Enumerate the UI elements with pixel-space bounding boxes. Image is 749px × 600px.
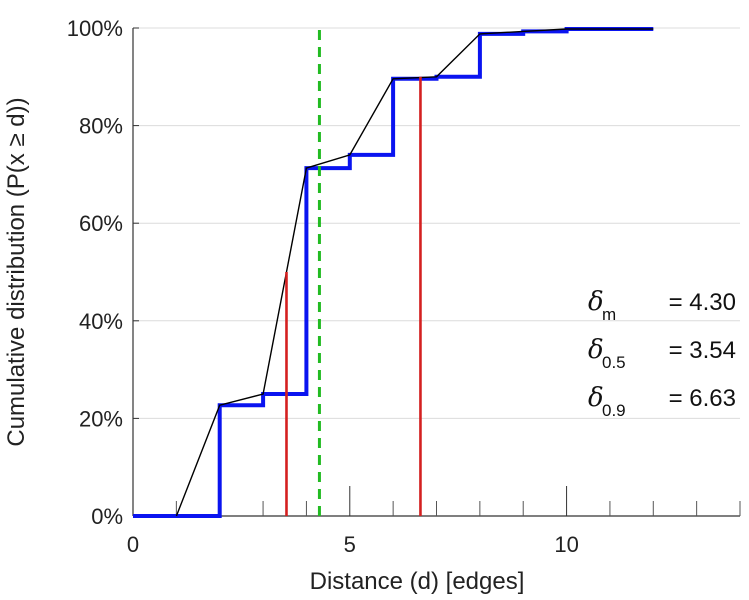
series-interpolated bbox=[175, 28, 654, 517]
markers bbox=[285, 28, 422, 516]
annotation-value-1: = 3.54 bbox=[669, 337, 736, 364]
y-tick-label-4: 80% bbox=[79, 114, 123, 139]
tick-labels: 0 5 100%20%40%60%80%100% bbox=[67, 16, 579, 557]
annotation-subscript-0: m bbox=[602, 305, 616, 324]
y-axis-title: Cumulative distribution (P(x ≥ d)) bbox=[3, 97, 30, 446]
annotation-subscript-2: 0.9 bbox=[602, 401, 626, 420]
y-tick-label-1: 20% bbox=[79, 406, 123, 431]
annotation-symbol-0: δ bbox=[588, 287, 604, 317]
annotation-value-0: = 4.30 bbox=[669, 289, 736, 316]
grid-lines bbox=[133, 27, 740, 419]
y-tick-label-0: 0% bbox=[91, 504, 123, 529]
x-tick-label-0: 0 bbox=[127, 532, 139, 557]
x-axis-title: Distance (d) [edges] bbox=[310, 568, 525, 595]
annotation-symbol-1: δ bbox=[588, 335, 604, 365]
x-tick-label-2: 10 bbox=[554, 532, 578, 557]
x-tick-label-1: 5 bbox=[344, 532, 356, 557]
annotation-subscript-1: 0.5 bbox=[602, 353, 626, 372]
series-step bbox=[133, 27, 654, 518]
annotation-value-2: = 6.63 bbox=[669, 385, 736, 412]
y-tick-label-2: 40% bbox=[79, 309, 123, 334]
annotation-symbol-2: δ bbox=[588, 383, 604, 413]
axes bbox=[132, 27, 741, 517]
y-tick-label-5: 100% bbox=[67, 16, 123, 41]
series bbox=[133, 27, 654, 518]
y-tick-label-3: 60% bbox=[79, 211, 123, 236]
